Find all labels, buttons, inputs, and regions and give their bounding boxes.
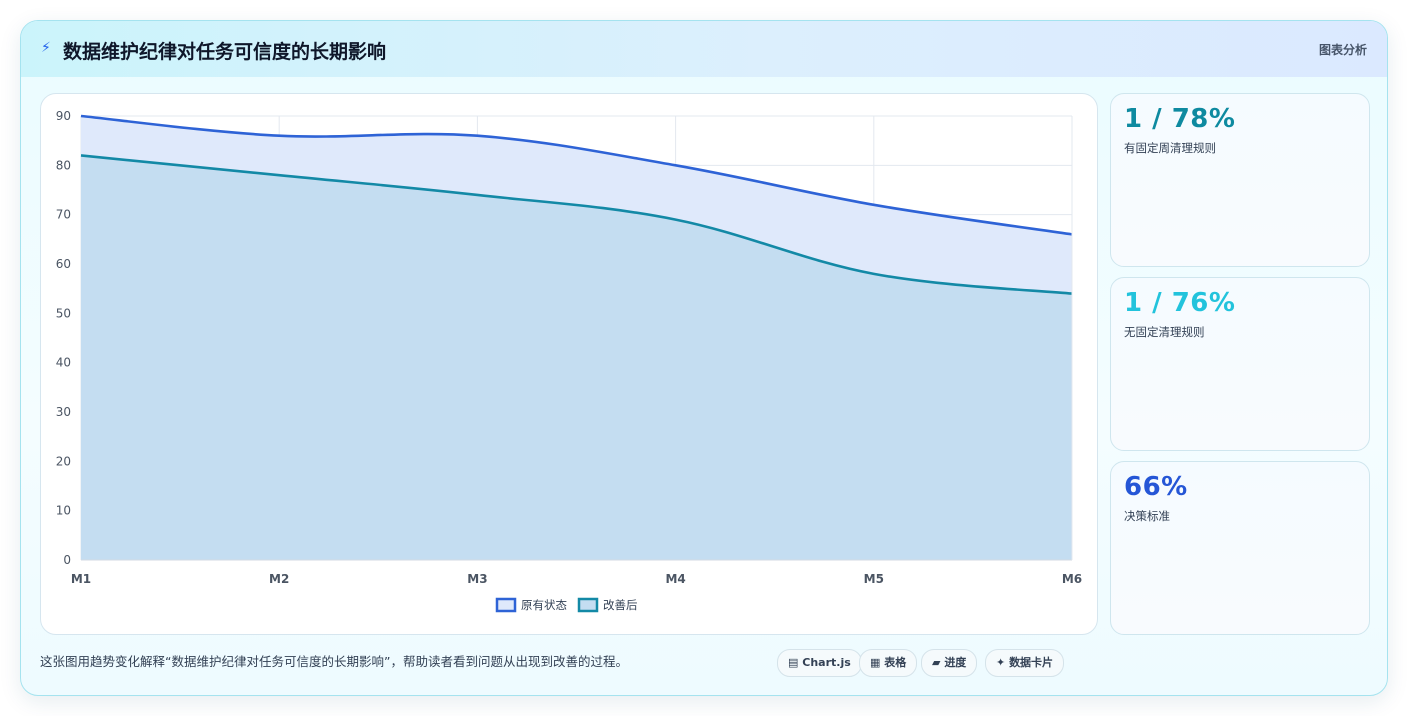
sparkle-icon: ✦ [996, 656, 1006, 669]
y-tick-label: 80 [56, 158, 71, 172]
y-tick-label: 90 [56, 109, 71, 123]
y-tick-label: 0 [63, 553, 71, 567]
chip-label: 表格 [884, 656, 907, 669]
kpi-label: 决策标准 [1124, 509, 1170, 523]
y-tick-label: 70 [56, 208, 71, 222]
table-icon: ▦ [870, 656, 881, 669]
series-line-1 [80, 114, 1073, 236]
legend-swatch [577, 597, 599, 613]
x-tick-label: M5 [864, 572, 884, 586]
kpi-label: 无固定清理规则 [1124, 325, 1205, 339]
series-area-2 [81, 155, 1072, 560]
chip-progress[interactable]: ▰ 进度 [921, 649, 978, 677]
y-tick-label: 10 [56, 504, 71, 518]
area-chart: 0 10 20 30 40 50 60 70 80 90 M1 M2 M3 M4 M5 M6 原有状态 改善后 [56, 109, 1082, 613]
kpi-card-decision-standard: 66% 决策标准 [1110, 461, 1370, 635]
kpi-value: 1 / 76% [1124, 288, 1236, 318]
x-tick-label: M4 [665, 572, 685, 586]
page-title: 数据维护纪律对任务可信度的长期影响 [63, 41, 387, 63]
y-tick-label: 20 [56, 454, 71, 468]
progress-icon: ▰ [932, 656, 941, 669]
kpi-card-fixed-cleanup: 1 / 78% 有固定周清理规则 [1110, 93, 1370, 267]
chart-analysis-tag: 图表分析 [1318, 43, 1367, 57]
series-line-2 [80, 154, 1073, 295]
x-tick-label: M6 [1062, 572, 1082, 586]
chip-label: 数据卡片 [1009, 656, 1054, 669]
legend-swatch [495, 597, 517, 613]
chart-panel: 0 10 20 30 40 50 60 70 80 90 M1 M2 M3 M4 M5 M6 原有状态 改善后 [40, 93, 1098, 635]
legend-label: 改善后 [603, 598, 638, 612]
y-tick-label: 60 [56, 257, 71, 271]
chip-label: 进度 [944, 656, 967, 669]
chart-caption: 这张图用趋势变化解释“数据维护纪律对任务可信度的长期影响”，帮助读者看到问题从出… [40, 654, 628, 669]
report-card: ⚡ 数据维护纪律对任务可信度的长期影响 图表分析 0 10 20 30 40 50 60 70… [20, 20, 1388, 696]
x-tick-label: M1 [71, 572, 91, 586]
chart-icon: ▤ [788, 656, 799, 669]
kpi-card-no-cleanup: 1 / 76% 无固定清理规则 [1110, 277, 1370, 451]
chip-label: Chart.js [802, 656, 851, 669]
legend-label: 原有状态 [521, 598, 567, 612]
chip-chartjs[interactable]: ▤ Chart.js [777, 649, 862, 677]
kpi-value: 1 / 78% [1124, 104, 1236, 134]
chip-data-cards[interactable]: ✦ 数据卡片 [985, 649, 1065, 677]
x-tick-label: M2 [269, 572, 289, 586]
y-tick-label: 40 [56, 356, 71, 370]
y-tick-label: 50 [56, 306, 71, 320]
y-tick-label: 30 [56, 405, 71, 419]
x-tick-label: M3 [467, 572, 487, 586]
kpi-label: 有固定周清理规则 [1124, 141, 1216, 155]
bolt-icon: ⚡ [41, 40, 51, 56]
kpi-value: 66% [1124, 472, 1188, 502]
card-header: ⚡ 数据维护纪律对任务可信度的长期影响 图表分析 [21, 21, 1387, 77]
chip-table[interactable]: ▦ 表格 [859, 649, 918, 677]
